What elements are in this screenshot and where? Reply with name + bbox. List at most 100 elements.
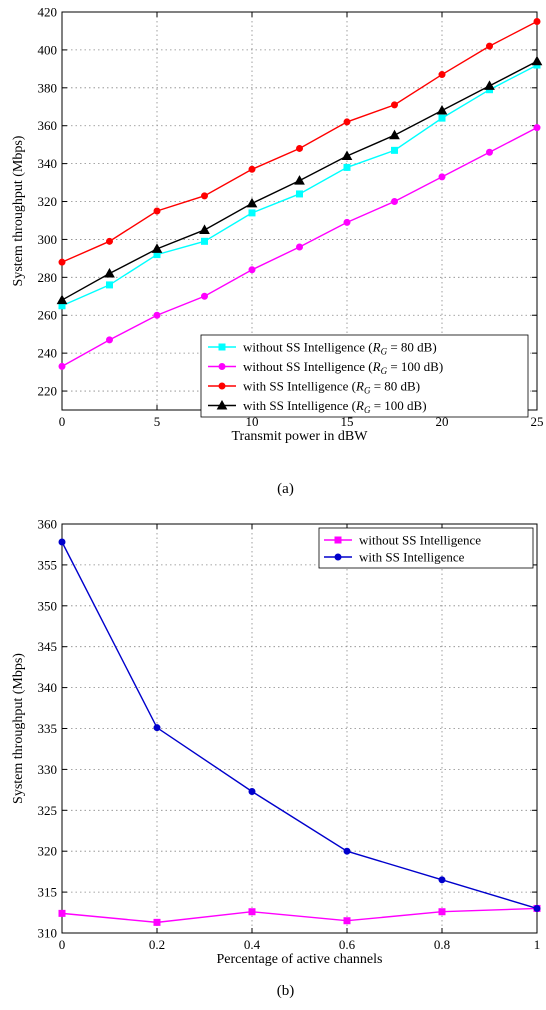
series-4: [56, 55, 543, 305]
data-point: [58, 538, 66, 546]
data-point: [248, 209, 256, 217]
data-point: [533, 17, 541, 25]
data-point: [58, 362, 66, 370]
series-3: [58, 17, 541, 266]
series-line: [61, 20, 538, 263]
x-tick-label: 0: [59, 937, 66, 952]
data-point: [296, 144, 303, 152]
legend-box: [318, 527, 534, 569]
y-tick-label: 320: [38, 194, 58, 209]
y-tick-label: 280: [38, 270, 58, 285]
series-line: [61, 64, 538, 307]
y-tick-label: 360: [38, 517, 58, 532]
y-tick-label: 420: [38, 5, 58, 20]
y-tick-label: 320: [38, 844, 58, 859]
data-point: [246, 197, 258, 208]
data-point: [248, 266, 256, 274]
data-point: [248, 165, 256, 173]
data-point: [153, 207, 161, 215]
x-tick-label: 10: [246, 414, 259, 429]
series-line: [61, 907, 538, 924]
data-point: [201, 192, 208, 200]
legend: without SS Intelligence (RG = 80 dB) with…: [200, 334, 529, 418]
data-point: [58, 258, 66, 266]
y-tick-label: 240: [38, 346, 58, 361]
data-point: [486, 148, 493, 156]
y-tick-label: 350: [38, 598, 58, 613]
data-point: [389, 129, 400, 140]
legend-label: with SS Intelligence: [359, 550, 465, 565]
data-point: [486, 42, 493, 50]
x-axis-label: Transmit power in dBW: [232, 429, 369, 444]
data-point: [438, 114, 446, 122]
data-point: [151, 243, 163, 253]
data-point: [341, 150, 353, 161]
legend: without SS Intelligence with SS Intellige…: [318, 527, 534, 569]
legend-label: with SS Intelligence (RG = 100 dB): [243, 398, 427, 415]
data-point: [436, 105, 448, 115]
data-point: [391, 101, 398, 109]
data-point: [438, 173, 446, 181]
y-tick-label: 220: [38, 384, 58, 399]
data-point: [201, 292, 208, 300]
series-1: [58, 904, 541, 926]
data-point: [438, 876, 446, 884]
data-point: [391, 146, 398, 154]
x-tick-label: 25: [531, 414, 544, 429]
data-point: [106, 237, 113, 245]
x-tick-label: 20: [436, 414, 449, 429]
data-point: [343, 917, 351, 925]
data-point: [106, 336, 113, 344]
y-tick-label: 325: [38, 803, 58, 818]
data-point: [153, 311, 161, 319]
data-point: [391, 198, 398, 206]
data-point: [294, 175, 305, 185]
legend-label: without SS Intelligence: [359, 533, 481, 548]
data-point: [343, 218, 351, 226]
data-point: [438, 908, 446, 916]
data-point: [106, 281, 113, 289]
x-tick-label: 1: [534, 937, 541, 952]
series-2: [58, 124, 541, 370]
y-tick-label: 335: [38, 721, 58, 736]
y-tick-label: 340: [38, 680, 58, 695]
y-tick-label: 310: [38, 926, 58, 941]
data-point: [153, 724, 161, 732]
chart-a: 0 5 10 15 20 25 220 240 260 280 300 320 340 360 380 400…: [11, 5, 544, 498]
data-point: [343, 847, 351, 855]
x-tick-label: 0.6: [339, 937, 356, 952]
legend-marker: [218, 363, 226, 370]
series-line: [61, 541, 538, 910]
data-point: [296, 243, 303, 251]
data-point: [343, 163, 351, 171]
data-point: [343, 118, 351, 126]
legend-box: [200, 334, 529, 418]
data-point: [248, 908, 256, 916]
data-point: [531, 55, 543, 66]
y-tick-label: 260: [38, 308, 58, 323]
data-point: [533, 904, 541, 912]
x-tick-label: 0.8: [434, 937, 450, 952]
series-2: [58, 538, 541, 912]
legend-marker: [216, 399, 228, 410]
y-tick-label: 330: [38, 762, 58, 777]
legend-marker: [334, 553, 342, 561]
y-tick-label: 315: [38, 885, 58, 900]
legend-label: without SS Intelligence (RG = 80 dB): [243, 340, 437, 357]
data-point: [533, 124, 541, 132]
data-point: [104, 268, 115, 278]
y-tick-label: 360: [38, 118, 58, 133]
y-axis-label: System throughput (Mbps): [11, 653, 26, 804]
x-axis-label: Percentage of active channels: [217, 952, 383, 967]
y-tick-label: 340: [38, 156, 58, 171]
data-point: [484, 80, 495, 90]
data-point: [56, 294, 68, 305]
legend-marker: [218, 343, 226, 351]
chart-b: 0 0.2 0.4 0.6 0.8 1 310 315 320 325 330 335 340 345 35…: [11, 517, 541, 999]
y-tick-label: 380: [38, 80, 58, 95]
data-point: [58, 909, 66, 917]
x-tick-label: 0: [59, 414, 66, 429]
data-point: [201, 237, 208, 245]
x-tick-label: 15: [341, 414, 354, 429]
